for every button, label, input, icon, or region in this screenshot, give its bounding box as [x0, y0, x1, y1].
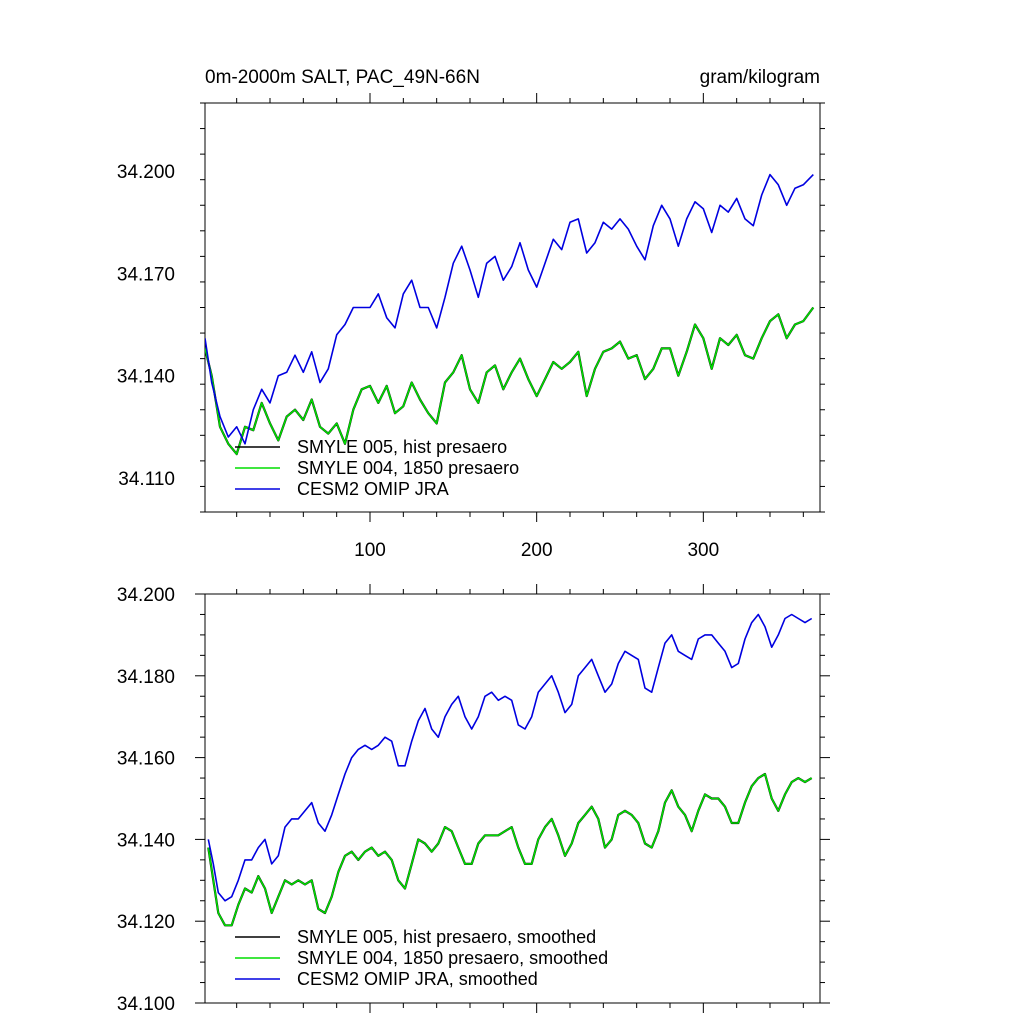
y-tick-label: 34.160	[117, 749, 175, 770]
series-line-2	[207, 773, 813, 927]
y-tick-label: 34.100	[117, 994, 175, 1015]
y-tick-label: 34.200	[117, 162, 175, 183]
legend-label: SMYLE 004, 1850 presaero	[297, 458, 519, 478]
legend-label: SMYLE 004, 1850 presaero, smoothed	[297, 948, 608, 968]
y-tick-label: 34.200	[117, 585, 175, 606]
y-tick-label: 34.180	[117, 667, 175, 688]
y-tick-label: 34.140	[117, 830, 175, 851]
series-line-2	[205, 307, 814, 455]
y-tick-label: 34.140	[117, 367, 175, 388]
legend-label: CESM2 OMIP JRA, smoothed	[297, 969, 538, 989]
x-tick-label: 200	[521, 540, 553, 561]
legend-label: SMYLE 005, hist presaero	[297, 437, 507, 457]
legend-label: SMYLE 005, hist presaero, smoothed	[297, 927, 596, 947]
bottom-panel: 34.100 34.120 34.140 34.160 34.180 34.200 SMYL…	[117, 584, 830, 1015]
chart-title: 0m-2000m SALT, PAC_49N-66N	[205, 67, 480, 88]
y-tick-label: 34.110	[118, 469, 175, 490]
x-tick-label: 100	[354, 540, 386, 561]
y-tick-label: 34.170	[117, 264, 175, 285]
series-line-1	[207, 772, 813, 927]
series-line-1	[205, 306, 815, 456]
x-tick-label: 300	[687, 540, 719, 561]
units-label: gram/kilogram	[700, 67, 820, 88]
legend-label: CESM2 OMIP JRA	[297, 479, 449, 499]
y-tick-label: 34.120	[117, 912, 175, 933]
series-line-3	[207, 613, 813, 902]
series-line-3	[205, 173, 814, 445]
top-panel: 100 200 300 34.110 34.140 34.170 34.200 0m-2000…	[117, 67, 825, 561]
